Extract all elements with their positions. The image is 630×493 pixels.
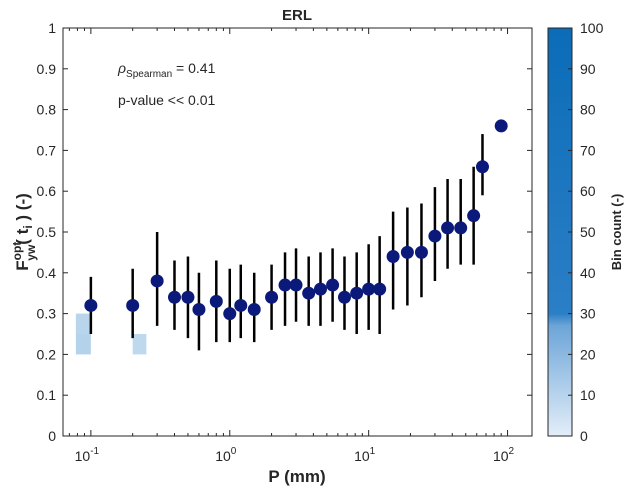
- colorbar-tick-label: 30: [580, 306, 596, 322]
- colorbar-tick-label: 100: [580, 20, 604, 36]
- heatmap-layer: [75, 313, 147, 355]
- y-tick-label: 0.6: [37, 183, 57, 199]
- x-tick-label: 10-1: [75, 446, 100, 464]
- data-point: [313, 282, 327, 296]
- y-axis-title-arg-sub: i: [21, 225, 35, 228]
- data-point: [278, 278, 292, 292]
- y-tick-label: 0.3: [37, 306, 57, 322]
- y-tick-label: 1: [48, 20, 56, 36]
- data-point: [126, 298, 140, 312]
- y-tick-label: 0.9: [37, 61, 57, 77]
- y-tick-label: 0: [48, 428, 56, 444]
- plot-area: [63, 28, 532, 436]
- colorbar-tick-label: 70: [580, 142, 596, 158]
- y-tick-label: 0.2: [37, 346, 57, 362]
- heatmap-cell: [75, 313, 91, 334]
- data-point: [84, 298, 98, 312]
- data-point: [467, 209, 481, 223]
- marker-layer: [84, 119, 508, 321]
- colorbar-tick-label: 60: [580, 183, 596, 199]
- data-point: [386, 249, 400, 263]
- colorbar-tick-label: 20: [580, 346, 596, 362]
- data-point: [428, 229, 442, 243]
- data-point: [289, 278, 303, 292]
- colorbar-ticks: 0 10 20 30 40 50 60 70 80 90 100: [568, 20, 604, 444]
- y-axis-title-arg: ( t: [13, 228, 32, 244]
- data-point: [337, 290, 351, 304]
- y-axis-ticks: 0 0.1 0.2 0.3 0.4 0.5 0.6 0.7 0.8 0.9 1: [37, 20, 532, 444]
- y-axis-title-sup: opt: [10, 242, 24, 261]
- data-point: [209, 294, 223, 308]
- colorbar-tick-label: 80: [580, 102, 596, 118]
- x-tick-exponent: 1: [370, 446, 376, 457]
- colorbar-tick-label: 90: [580, 61, 596, 77]
- data-point: [167, 290, 181, 304]
- data-point: [181, 290, 195, 304]
- colorbar-tick-label: 10: [580, 387, 596, 403]
- data-point: [362, 282, 376, 296]
- data-point: [326, 278, 340, 292]
- data-point: [192, 303, 206, 317]
- heatmap-cell: [132, 334, 147, 355]
- data-point: [400, 245, 414, 259]
- y-tick-label: 0.8: [37, 102, 57, 118]
- x-tick-base: 10: [215, 448, 231, 464]
- x-tick-label: 100: [215, 446, 237, 464]
- rho-symbol: ρ: [117, 60, 126, 76]
- colorbar-tick-label: 50: [580, 224, 596, 240]
- data-point: [414, 245, 428, 259]
- data-point: [302, 286, 316, 300]
- x-tick-exponent: -1: [90, 446, 99, 457]
- x-axis-ticks: 10-1 100 101 102: [68, 28, 515, 464]
- colorbar-tick-label: 0: [580, 428, 588, 444]
- rho-subscript: Spearman: [126, 69, 172, 80]
- data-point: [234, 298, 248, 312]
- y-tick-label: 0.1: [37, 387, 57, 403]
- colorbar-tick-label: 40: [580, 265, 596, 281]
- data-point: [441, 221, 455, 235]
- data-point: [373, 282, 387, 296]
- x-axis-title: P (mm): [268, 467, 325, 486]
- x-tick-label: 101: [354, 446, 376, 464]
- x-tick-base: 10: [493, 448, 509, 464]
- rho-value: = 0.41: [172, 60, 215, 76]
- y-axis-title-main: F: [13, 260, 32, 270]
- chart-title: ERL: [282, 7, 312, 24]
- x-tick-label: 102: [493, 446, 515, 464]
- data-point: [454, 221, 468, 235]
- x-tick-exponent: 2: [509, 446, 515, 457]
- y-axis-title: Foptyw( ti ) (-): [10, 193, 38, 271]
- pvalue-annotation: p-value << 0.01: [118, 92, 216, 108]
- spearman-annotation: ρSpearman = 0.41: [117, 60, 216, 80]
- y-axis-title-suffix: ) (-): [13, 193, 32, 225]
- x-tick-exponent: 0: [231, 446, 237, 457]
- data-point: [494, 119, 508, 133]
- data-point: [350, 286, 364, 300]
- data-point: [150, 274, 164, 288]
- y-tick-label: 0.7: [37, 142, 57, 158]
- y-tick-label: 0.4: [37, 265, 57, 281]
- colorbar-label: Bin count (-): [609, 194, 624, 271]
- y-axis-title-sub: yw: [24, 244, 38, 261]
- heatmap-cell: [75, 334, 91, 355]
- x-tick-base: 10: [354, 448, 370, 464]
- data-point: [223, 307, 237, 321]
- data-point: [265, 290, 279, 304]
- y-tick-label: 0.5: [37, 224, 57, 240]
- data-point: [247, 303, 261, 317]
- data-point: [475, 160, 489, 174]
- x-tick-base: 10: [75, 448, 91, 464]
